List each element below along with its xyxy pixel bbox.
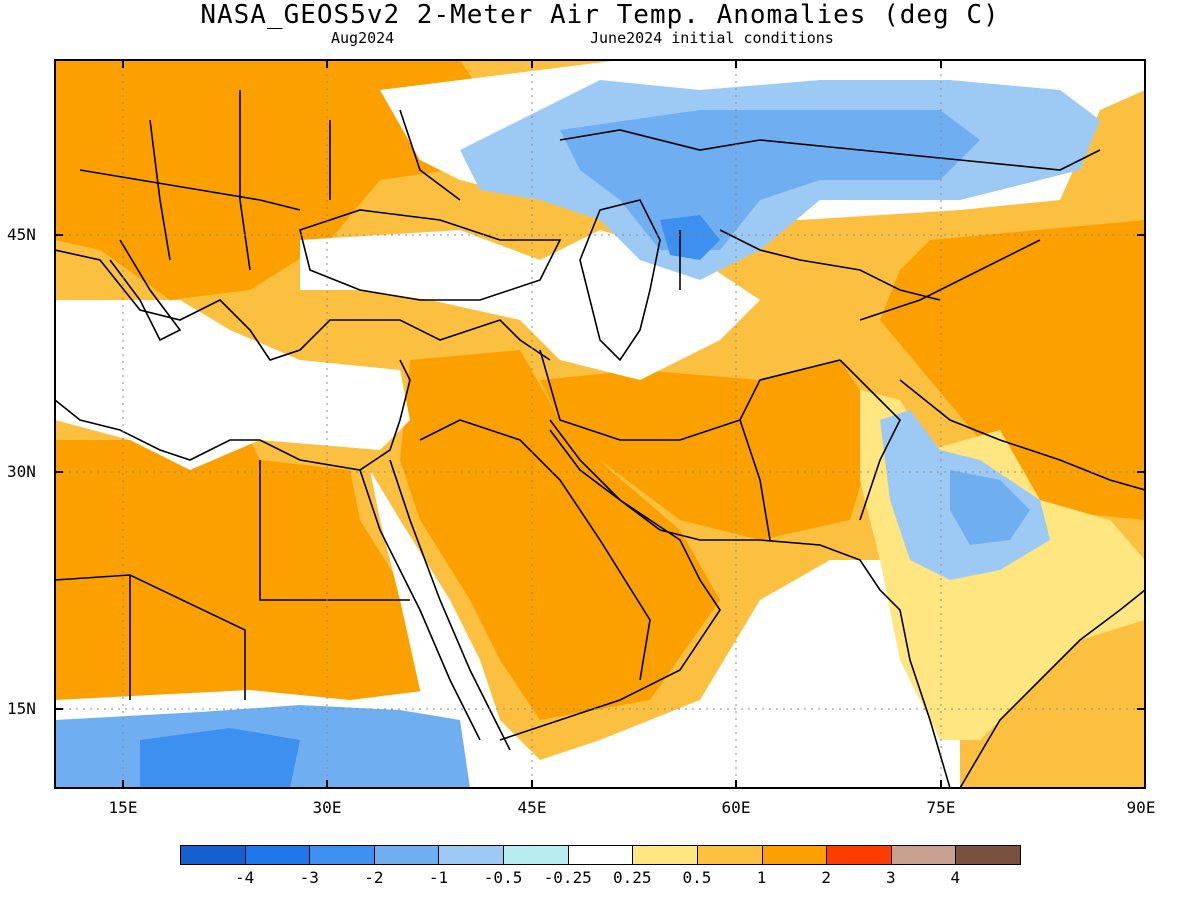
lon-label-90e: 90E — [1126, 798, 1156, 817]
lat-label-45n: 45N — [7, 225, 36, 244]
colorbar-swatch — [567, 845, 634, 865]
coastlines-and-borders — [55, 90, 1145, 788]
anomaly-fill-layer — [55, 60, 1145, 788]
initial-conditions-label: June2024 initial conditions — [590, 29, 834, 47]
lon-label-30e: 30E — [312, 798, 342, 817]
tick-marks — [55, 60, 1145, 788]
cool-anomaly-central-asia-core — [560, 110, 980, 250]
anomaly-region-iran-pakistan — [540, 360, 880, 540]
colorbar-swatch — [890, 845, 957, 865]
colorbar-label: 0.5 — [682, 868, 712, 887]
lat-label-15n: 15N — [7, 699, 36, 718]
colorbar-label: 2 — [821, 868, 831, 887]
colorbar-swatch — [503, 845, 569, 865]
lon-label-60e: 60E — [721, 798, 751, 817]
lon-label-75e: 75E — [926, 798, 956, 817]
cool-anomaly-horn-of-africa-core — [140, 728, 300, 788]
lat-label-30n: 30N — [7, 462, 36, 481]
colorbar-label: -2 — [364, 868, 384, 887]
graticule — [55, 60, 1145, 788]
colorbar-swatch — [309, 845, 375, 865]
colorbar-label: 1 — [756, 868, 767, 887]
cool-anomaly-india-core — [950, 470, 1030, 545]
colorbar-label: -1 — [428, 868, 449, 887]
valid-month-label: Aug2024 — [331, 29, 395, 47]
map-frame — [54, 59, 1146, 789]
colorbar-swatch — [244, 845, 311, 865]
colorbar-swatch — [373, 845, 440, 865]
colorbar-label: -4 — [234, 868, 255, 887]
colorbar-swatch — [438, 845, 505, 865]
colorbar-label: 3 — [885, 868, 896, 887]
near-zero-black-sea-caspian — [300, 230, 760, 380]
lon-label-15e: 15E — [108, 798, 138, 817]
colorbar-swatch — [180, 845, 246, 865]
colorbar-label: -0.5 — [483, 868, 523, 887]
colorbar-label: 0.25 — [613, 868, 652, 887]
colorbar-swatch — [632, 845, 698, 865]
anomaly-region-china — [880, 220, 1145, 520]
anomaly-region-africa — [55, 440, 440, 720]
colorbar-label: 4 — [950, 868, 961, 887]
colorbar-label: -0.25 — [543, 868, 592, 887]
anomaly-region-arabia — [400, 350, 720, 720]
colorbar-swatch — [826, 845, 892, 865]
near-zero-mediterranean — [55, 300, 410, 470]
colorbar-swatch — [955, 845, 1021, 865]
map-title: NASA_GEOS5v2 2-Meter Air Temp. Anomalies… — [200, 0, 1000, 30]
colorbar-label: -3 — [299, 868, 319, 887]
lon-label-45e: 45E — [517, 798, 547, 817]
cool-anomaly-caspian-peak — [660, 215, 720, 260]
colorbar-swatch — [696, 845, 763, 865]
colorbar-swatch — [761, 845, 828, 865]
